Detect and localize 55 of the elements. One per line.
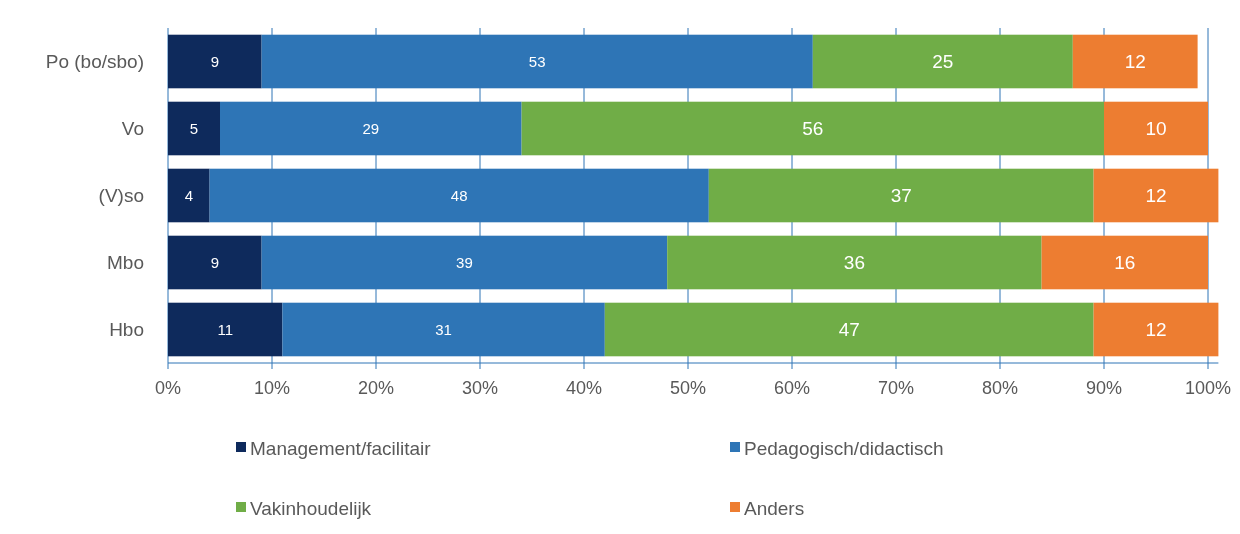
x-tick-label: 90%: [1085, 378, 1123, 398]
data-label: 56: [802, 118, 824, 140]
bar: [168, 34, 262, 89]
bar: [1041, 235, 1208, 290]
x-tick-label: 10%: [253, 378, 291, 398]
data-label: 31: [435, 320, 452, 338]
bar: [1104, 101, 1208, 156]
data-label: 11: [217, 320, 233, 338]
bar: [168, 168, 210, 223]
bar: [1093, 302, 1219, 357]
data-label: 4: [184, 186, 193, 204]
bar: [168, 101, 220, 156]
bar: [1093, 168, 1219, 223]
x-tick-label: 30%: [461, 378, 499, 398]
bar: [521, 101, 1104, 156]
x-tick-label: 80%: [981, 378, 1019, 398]
x-tick-label: 50%: [669, 378, 707, 398]
data-label: 48: [450, 186, 468, 204]
y-tick-label: Po (bo/sbo): [45, 51, 144, 73]
x-tick-label: 70%: [877, 378, 915, 398]
legend-label: Vakinhoudelijk: [250, 497, 372, 519]
data-label: 12: [1145, 185, 1167, 207]
data-label: 36: [843, 252, 865, 274]
x-tick-label: 40%: [565, 378, 603, 398]
legend-label: Pedagogisch/didactisch: [744, 437, 944, 459]
y-tick-label: (V)so: [98, 185, 144, 207]
y-tick-label: Hbo: [109, 319, 144, 341]
x-tick-label: 100%: [1184, 378, 1232, 398]
bar: [667, 235, 1042, 290]
data-label: 10: [1145, 118, 1167, 140]
x-tick-label: 60%: [773, 378, 811, 398]
bar: [168, 235, 262, 290]
bar: [708, 168, 1094, 223]
legend-label: Anders: [744, 497, 805, 519]
data-label: 9: [210, 253, 219, 271]
data-label: 9: [210, 52, 219, 70]
bar: [604, 302, 1094, 357]
x-tick-label: 0%: [154, 378, 182, 398]
data-label: 12: [1145, 319, 1167, 341]
y-tick-label: Mbo: [107, 252, 144, 274]
y-tick-label: Vo: [121, 118, 144, 140]
data-label: 5: [189, 119, 199, 137]
data-label: 39: [456, 253, 473, 271]
data-label: 47: [838, 319, 860, 341]
data-label: 29: [362, 119, 380, 137]
data-label: 53: [528, 52, 546, 70]
data-label: 25: [932, 51, 954, 73]
bar: [1072, 34, 1198, 89]
legend-label: Management/facilitair: [250, 437, 432, 459]
data-label: 12: [1124, 51, 1146, 73]
bar: [812, 34, 1073, 89]
data-label: 37: [890, 185, 912, 207]
x-tick-label: 20%: [357, 378, 395, 398]
data-label: 16: [1114, 252, 1136, 274]
bar: [168, 302, 283, 357]
